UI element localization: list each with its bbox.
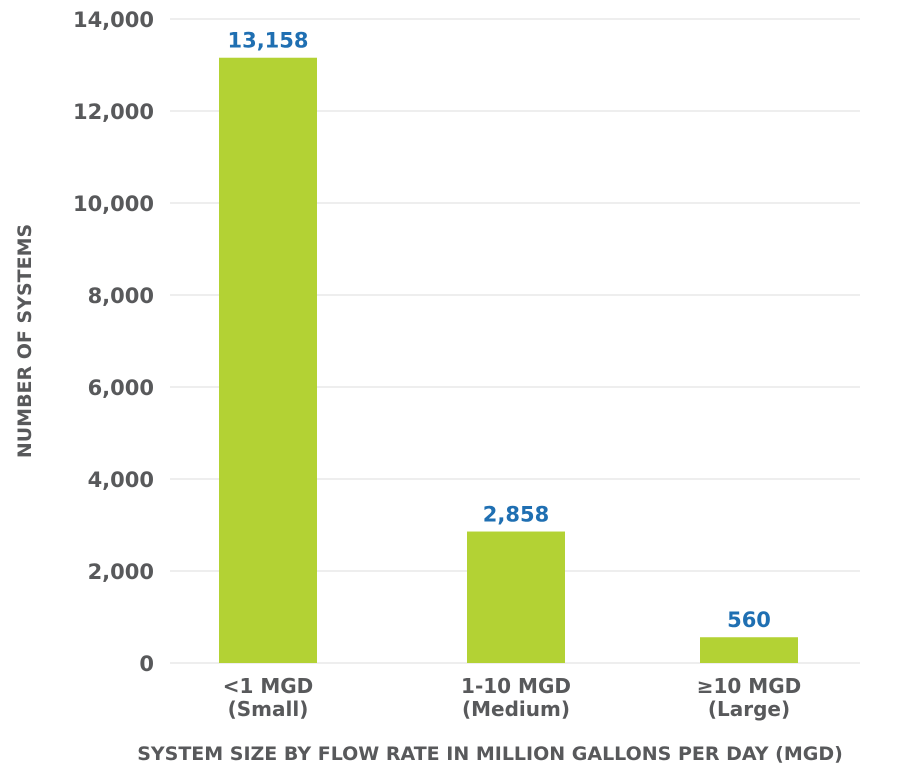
y-tick-label: 8,000: [88, 284, 154, 308]
y-axis-ticks: 0 2,000 4,000 6,000 8,000 10,000 12,000 14,000: [73, 8, 154, 676]
y-tick-label: 4,000: [88, 468, 154, 492]
y-tick-label: 12,000: [73, 100, 154, 124]
y-tick-label: 2,000: [88, 560, 154, 584]
x-category-label: (Medium): [462, 697, 570, 721]
x-category-label: (Large): [708, 697, 790, 721]
bar-value-label: 13,158: [227, 29, 308, 53]
x-category-label: 1-10 MGD: [461, 674, 571, 698]
bar: [219, 57, 317, 664]
bar: [467, 531, 565, 663]
y-tick-label: 0: [139, 652, 154, 676]
y-tick-label: 14,000: [73, 8, 154, 32]
y-tick-label: 10,000: [73, 192, 154, 216]
x-category-label: <1 MGD: [223, 674, 314, 698]
bars: [219, 57, 798, 664]
y-axis-title: NUMBER OF SYSTEMS: [14, 224, 36, 458]
y-tick-label: 6,000: [88, 376, 154, 400]
bar: [700, 637, 798, 663]
x-axis-title: SYSTEM SIZE BY FLOW RATE IN MILLION GALL…: [137, 743, 843, 765]
x-category-label: (Small): [228, 697, 309, 721]
x-category-label: ≥10 MGD: [697, 674, 801, 698]
value-labels: 13,158 2,858 560: [227, 29, 770, 633]
bar-value-label: 560: [727, 608, 771, 632]
bar-value-label: 2,858: [483, 503, 549, 527]
x-axis-category-labels: <1 MGD(Small) 1-10 MGD(Medium) ≥10 MGD(Lar…: [223, 674, 802, 721]
